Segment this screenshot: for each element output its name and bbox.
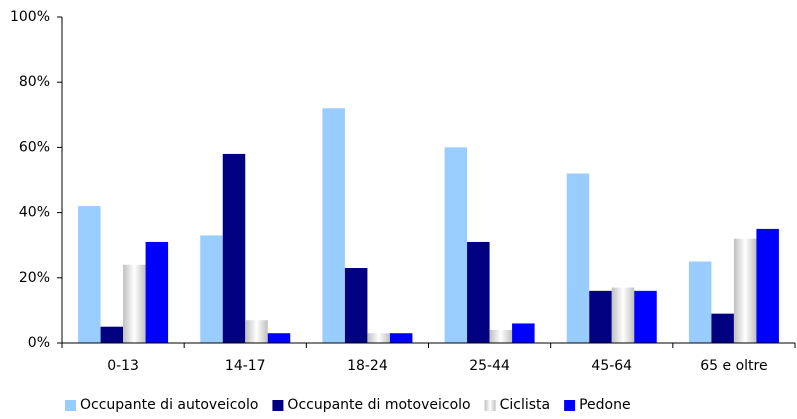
bar [566, 173, 590, 343]
x-tick-label: 25-44 [469, 358, 510, 374]
bar [634, 290, 657, 343]
bar [367, 333, 390, 343]
legend-swatch [484, 400, 496, 411]
bar [756, 228, 779, 343]
x-tick-label: 14-17 [225, 358, 266, 374]
bar [322, 108, 345, 343]
legend-swatch [564, 400, 576, 411]
bar [200, 235, 223, 343]
x-tick-label: 65 e oltre [700, 358, 767, 374]
bar [100, 326, 124, 343]
y-tick-label: 0% [28, 335, 50, 351]
bar [733, 238, 757, 343]
y-tick-label: 80% [19, 74, 50, 90]
bar [245, 320, 268, 343]
bar [467, 241, 490, 343]
y-tick-label: 100% [10, 9, 50, 25]
bar [389, 333, 413, 343]
x-tick-label: 45-64 [591, 358, 632, 374]
bar [78, 206, 101, 343]
legend-label: Pedone [579, 397, 631, 413]
legend-label: Occupante di motoveicolo [287, 397, 470, 413]
legend-label: Ciclista [500, 397, 551, 413]
y-tick-label: 20% [19, 270, 50, 286]
legend-swatch [65, 400, 76, 411]
bar [123, 264, 146, 343]
bar [222, 153, 246, 343]
bar [489, 329, 513, 343]
bar [512, 323, 535, 343]
y-tick-label: 40% [19, 205, 50, 221]
bar [145, 241, 169, 343]
x-tick-label: 18-24 [347, 358, 388, 374]
bar [711, 313, 734, 343]
bar [688, 261, 712, 343]
bar [344, 268, 368, 343]
bar [589, 290, 612, 343]
bar [444, 147, 468, 343]
y-tick-label: 60% [19, 139, 50, 155]
bar [611, 287, 635, 343]
bar [267, 333, 291, 343]
x-tick-label: 0-13 [107, 358, 139, 374]
legend-swatch [272, 400, 284, 411]
legend-label: Occupante di autoveicolo [80, 397, 258, 413]
